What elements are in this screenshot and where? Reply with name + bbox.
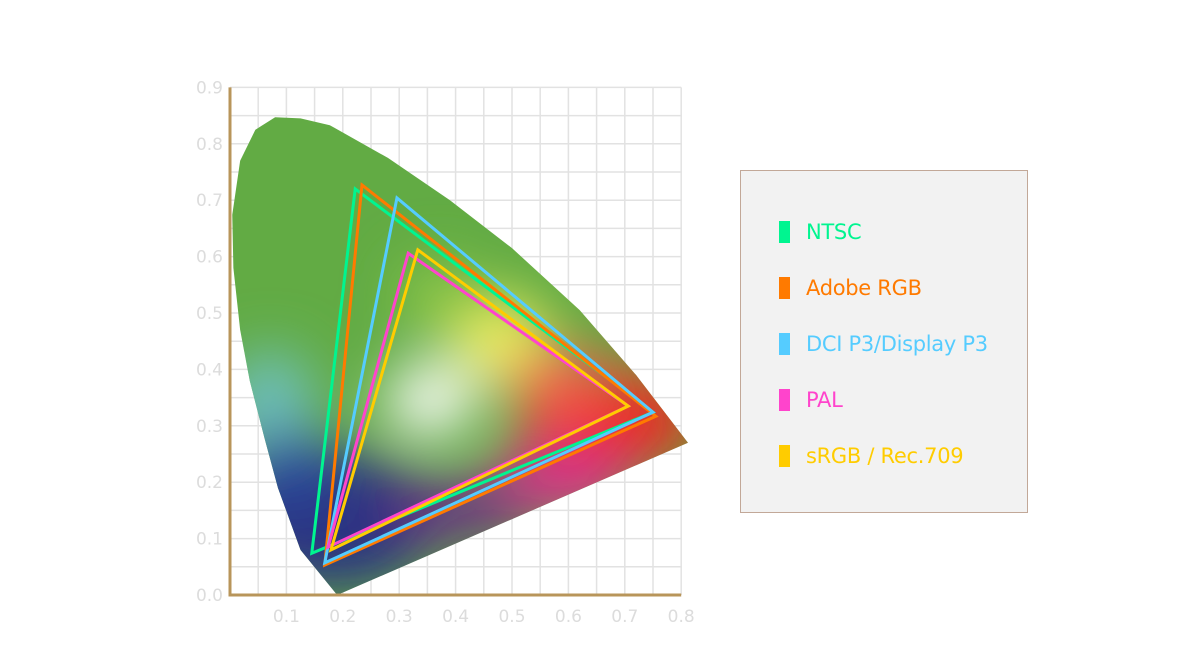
x-tick-label: 0.7 [611,607,638,627]
legend-item: NTSC [779,220,862,244]
x-tick-label: 0.3 [386,607,413,627]
legend-label: NTSC [806,220,862,244]
legend-swatch [779,333,790,355]
legend-item: PAL [779,388,843,412]
y-tick-label: 0.3 [196,417,223,437]
gamut-dci-p3-display-p3 [322,195,656,566]
y-tick-label: 0.1 [196,530,223,550]
gamut-srgb-rec-709 [328,247,632,553]
x-tick-label: 0.8 [668,607,695,627]
x-tick-label: 0.2 [329,607,356,627]
y-tick-label: 0.5 [196,304,223,324]
legend-label: sRGB / Rec.709 [806,444,964,468]
tick-labels: 0.1 0.2 0.3 0.4 0.5 0.6 0.7 0.8 0.0 0.1 0.2 0.3 0.4 0… [196,78,695,627]
y-tick-label: 0.6 [196,248,223,268]
legend: NTSC Adobe RGB DCI P3/Display P3 PAL sRGB / … [740,170,1028,513]
axes [228,87,682,597]
gamut-triangles [309,182,659,568]
gamut-ntsc [309,186,657,556]
legend-label: PAL [806,388,843,412]
y-tick-label: 0.8 [196,135,223,155]
y-tick-label: 0.2 [196,473,223,493]
legend-swatch [779,277,790,299]
y-tick-label: 0.9 [196,78,223,98]
legend-swatch [779,445,790,467]
legend-swatch [779,389,790,411]
gamut-adobe-rgb [323,182,659,568]
y-tick-label: 0.0 [196,586,223,606]
y-tick-label: 0.4 [196,360,223,380]
legend-item: sRGB / Rec.709 [779,444,964,468]
legend-label: Adobe RGB [806,276,922,300]
spectral-locus-fill [232,117,688,596]
x-tick-label: 0.4 [442,607,469,627]
legend-swatch [779,221,790,243]
legend-label: DCI P3/Display P3 [806,332,988,356]
y-tick-label: 0.7 [196,191,223,211]
legend-item: Adobe RGB [779,276,922,300]
x-tick-label: 0.5 [498,607,525,627]
legend-item: DCI P3/Display P3 [779,332,988,356]
gamut-pal [325,250,632,550]
x-tick-label: 0.6 [555,607,582,627]
x-tick-label: 0.1 [273,607,300,627]
